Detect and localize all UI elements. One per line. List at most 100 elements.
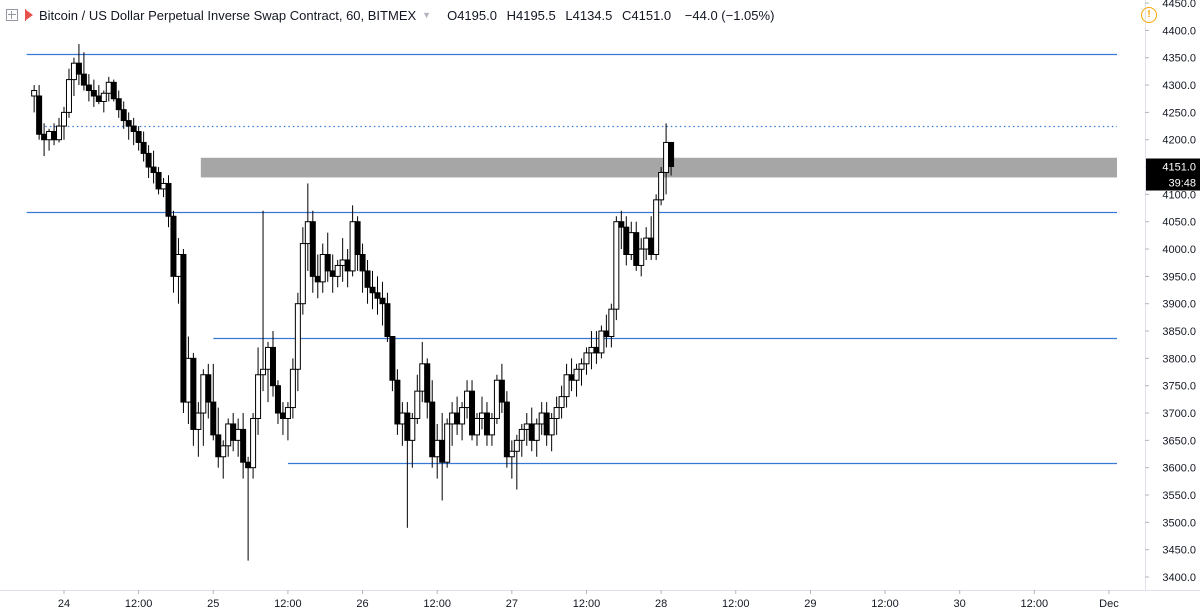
- candle-body: [255, 374, 262, 419]
- candle: [459, 402, 466, 441]
- symbol-title[interactable]: Bitcoin / US Dollar Perpetual Inverse Sw…: [39, 7, 417, 23]
- candle: [374, 276, 381, 315]
- candle-body: [225, 423, 232, 447]
- candle-body: [260, 368, 267, 376]
- time-tick-label: Dec: [1099, 598, 1119, 610]
- price-tick-label: 3750.0: [1162, 381, 1196, 393]
- candle-body: [548, 417, 555, 436]
- candle: [289, 358, 296, 419]
- candle: [299, 227, 306, 315]
- candle-body: [339, 259, 346, 266]
- candle-body: [424, 363, 431, 403]
- candle: [155, 167, 162, 195]
- candle-body: [633, 232, 640, 266]
- candle: [85, 74, 92, 102]
- candle-body: [140, 141, 147, 154]
- time-tick-label: 12:00: [423, 598, 451, 610]
- price-tick-label: 3900.0: [1162, 299, 1196, 311]
- level-lines: [26, 53, 1117, 465]
- candle-body: [593, 346, 600, 354]
- candle-body: [185, 357, 192, 403]
- low-value: L4134.5: [565, 7, 613, 23]
- candle: [638, 238, 645, 277]
- candle-body: [210, 401, 217, 436]
- candle-body: [384, 303, 391, 337]
- price-tick-label: 4250.0: [1162, 107, 1196, 119]
- candle: [389, 335, 396, 392]
- candle-body: [175, 254, 182, 277]
- supply-zone[interactable]: [200, 157, 1118, 178]
- candle-body: [80, 73, 87, 86]
- warning-icon[interactable]: !: [1141, 7, 1157, 23]
- time-tick-label: 25: [207, 598, 219, 610]
- candle: [309, 210, 316, 293]
- candle-body: [648, 237, 655, 256]
- flag-icon[interactable]: [25, 9, 33, 21]
- candle: [100, 90, 107, 113]
- candle-body: [195, 412, 202, 430]
- candle-body: [329, 270, 336, 277]
- candle-body: [518, 428, 525, 441]
- candle-body: [41, 133, 48, 141]
- candle-body: [31, 90, 38, 97]
- candle-body: [668, 141, 675, 168]
- candle-body: [379, 297, 386, 305]
- candle-body: [279, 412, 286, 419]
- countdown-badge: [1146, 174, 1200, 191]
- candle: [90, 79, 97, 107]
- candle: [553, 396, 560, 435]
- time-tick-label: 12:00: [871, 598, 899, 610]
- candle-body: [523, 423, 530, 430]
- candle-body: [265, 346, 272, 370]
- candle: [359, 243, 366, 293]
- candle-body: [414, 390, 421, 419]
- candle-body: [434, 439, 441, 458]
- candle-body: [498, 379, 505, 403]
- candle-body: [478, 412, 485, 419]
- candle: [56, 117, 63, 143]
- candle-body: [150, 166, 157, 174]
- change-value: −44.0 (−1.05%): [684, 7, 775, 23]
- candle: [240, 413, 247, 479]
- candle: [80, 52, 87, 91]
- candle-body: [613, 221, 620, 310]
- candle: [135, 126, 142, 151]
- close-value: C4151.0: [622, 7, 672, 23]
- candle-body: [663, 141, 670, 174]
- candle: [548, 413, 555, 452]
- candle-body: [449, 412, 456, 425]
- expand-icon[interactable]: [6, 9, 18, 21]
- price-tick-label: 4300.0: [1162, 80, 1196, 92]
- candle-body: [125, 120, 132, 127]
- countdown-label: 39:48: [1168, 178, 1196, 190]
- candle-body: [394, 379, 401, 425]
- candle-body: [573, 368, 580, 381]
- candle: [255, 347, 262, 435]
- candle: [508, 440, 515, 479]
- candle-body: [374, 292, 381, 299]
- candle: [115, 90, 122, 118]
- candle-body: [205, 374, 212, 403]
- candle-body: [628, 232, 635, 256]
- chevron-down-icon[interactable]: ▼: [422, 10, 432, 20]
- candle-body: [349, 221, 356, 272]
- candle: [36, 85, 43, 140]
- price-tick-label: 4200.0: [1162, 135, 1196, 147]
- candle-body: [120, 109, 127, 122]
- candle: [469, 380, 476, 441]
- last-price-label: 4151.0: [1162, 162, 1196, 174]
- price-axis: 3400.0 3450.0 3500.0 3550.0 3600.0 3650.0 3700…: [1145, 0, 1196, 584]
- candle-body: [469, 390, 476, 436]
- candle-body: [289, 368, 296, 409]
- candle: [409, 413, 416, 468]
- candle-body: [578, 363, 585, 370]
- candle-body: [65, 79, 72, 113]
- candle-body: [75, 62, 82, 75]
- candle: [613, 216, 620, 321]
- high-value: H4195.5: [506, 7, 556, 23]
- candle: [533, 418, 540, 457]
- candle-body: [314, 275, 321, 283]
- candle: [140, 131, 147, 162]
- candle: [563, 363, 570, 408]
